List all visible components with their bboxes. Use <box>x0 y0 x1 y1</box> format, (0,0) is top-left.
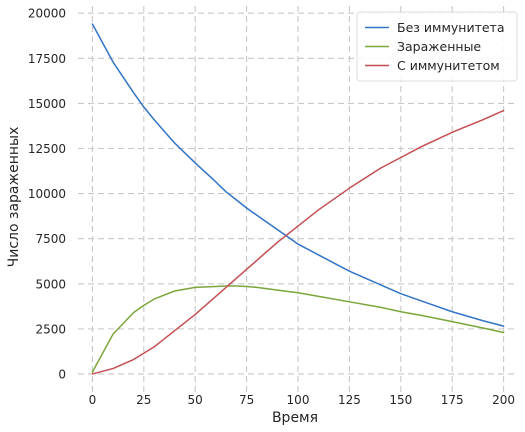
y-tick-label: 0 <box>58 367 66 381</box>
x-tick-label: 50 <box>188 393 203 407</box>
y-tick-label: 15000 <box>28 97 66 111</box>
y-tick-label: 5000 <box>35 277 66 291</box>
x-tick-label: 175 <box>441 393 464 407</box>
y-tick-label: 17500 <box>28 52 66 66</box>
x-tick-label: 150 <box>389 393 412 407</box>
y-tick-label: 7500 <box>35 232 66 246</box>
x-axis-label: Время <box>272 410 318 426</box>
x-tick-label: 0 <box>89 393 97 407</box>
tick-labels: 0 25 50 75 100 125 150 175 200 0 2500 5000 7500 10000… <box>28 7 515 407</box>
series-line-1 <box>91 23 505 327</box>
y-tick-label: 12500 <box>28 142 66 156</box>
x-tick-label: 25 <box>136 393 151 407</box>
legend-box <box>356 11 518 82</box>
legend: Без иммунитета Зараженные С иммунитетом <box>356 11 518 82</box>
series-line-2 <box>91 285 505 373</box>
x-tick-label: 200 <box>492 393 515 407</box>
series-line-3 <box>91 109 505 375</box>
legend-label: Без иммунитета <box>397 20 504 35</box>
x-tick-label: 125 <box>338 393 361 407</box>
legend-label: Зараженные <box>397 39 481 54</box>
y-tick-label: 2500 <box>35 322 66 336</box>
y-axis-label: Число зараженных <box>6 127 22 268</box>
legend-label: С иммунитетом <box>397 58 500 73</box>
y-tick-label: 10000 <box>28 187 66 201</box>
series-lines <box>91 23 505 375</box>
x-tick-label: 100 <box>287 393 310 407</box>
y-tick-label: 20000 <box>28 7 66 21</box>
x-tick-label: 75 <box>239 393 254 407</box>
